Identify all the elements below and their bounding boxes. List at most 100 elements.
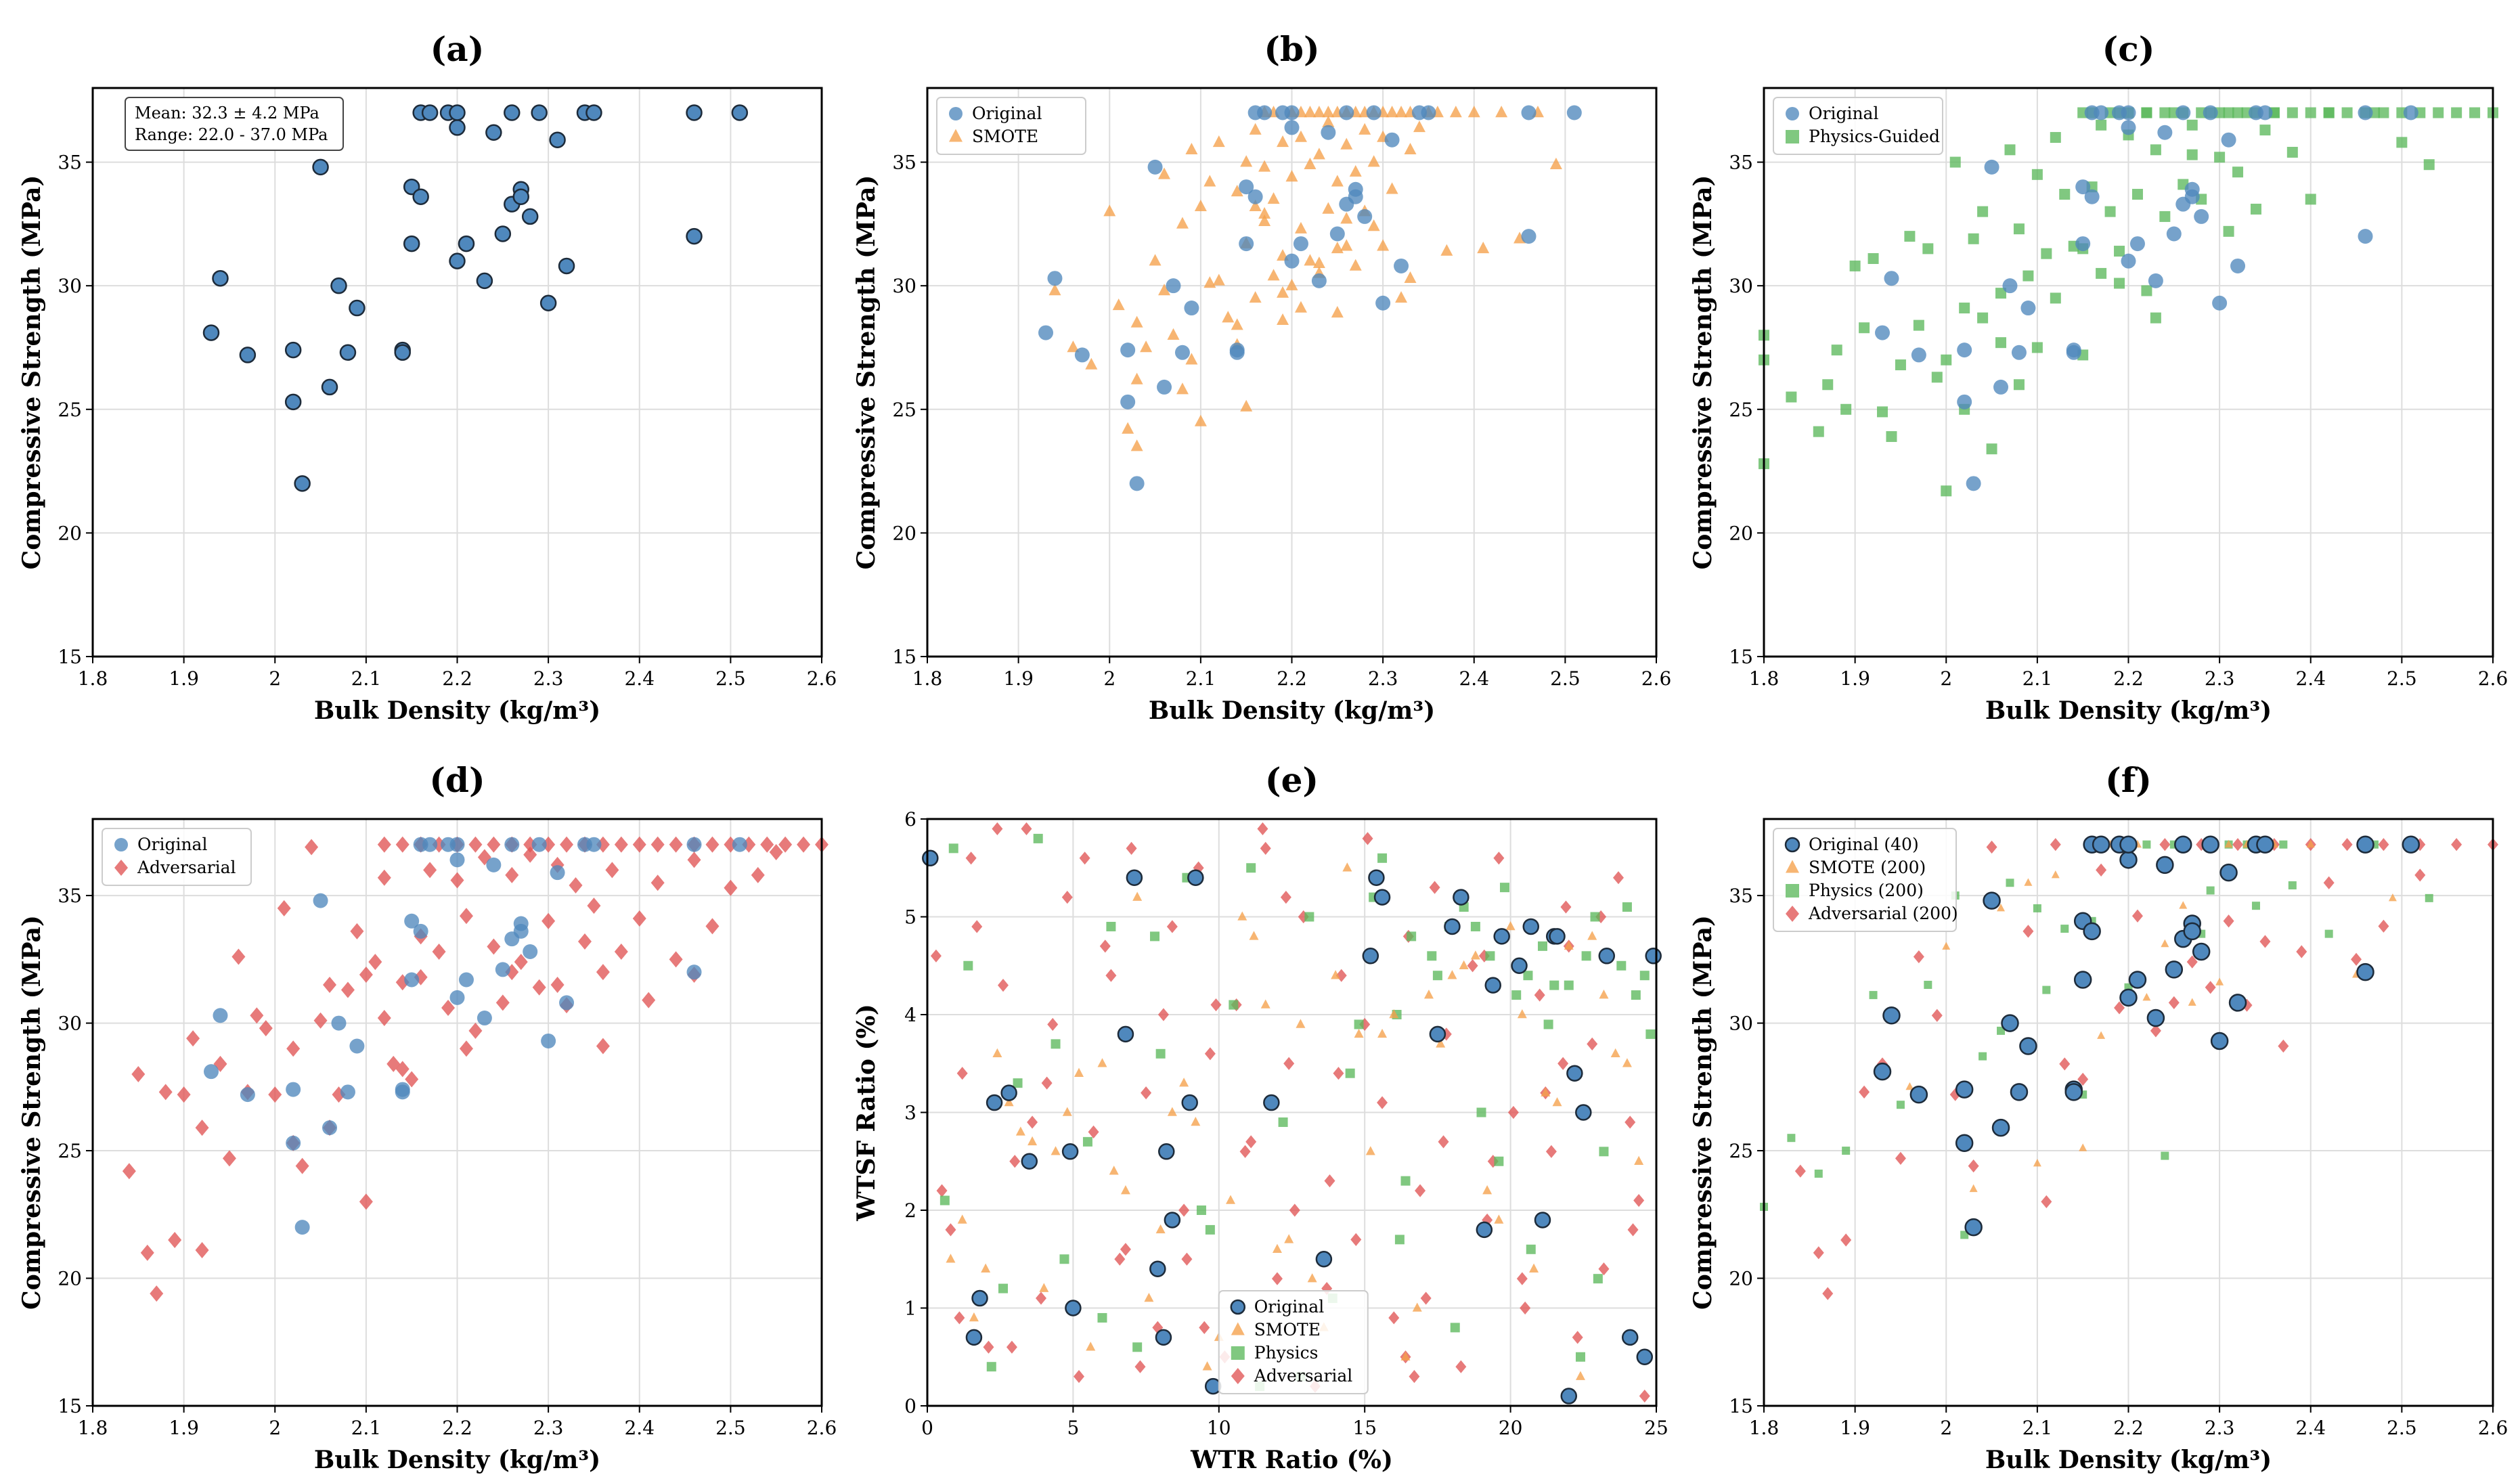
data-point: [1957, 342, 1972, 358]
data-point: [1595, 910, 1607, 924]
data-point: [1421, 105, 1436, 120]
data-point: [1144, 1293, 1154, 1302]
data-point: [2010, 1083, 2029, 1101]
data-point: [1267, 192, 1280, 204]
y-tick-label: 20: [892, 522, 916, 544]
data-point: [1949, 1088, 1961, 1101]
data-point: [1322, 202, 1335, 214]
data-point: [1164, 1212, 1181, 1229]
data-point: [458, 972, 474, 988]
data-point: [1340, 137, 1353, 150]
legend-label: Adversarial: [137, 858, 236, 877]
data-point: [1176, 217, 1189, 229]
y-tick-label: 30: [1729, 275, 1753, 297]
legend-marker: [949, 107, 963, 120]
data-point: [751, 866, 765, 883]
data-point: [1969, 1184, 1978, 1193]
x-tick-label: 2.6: [2478, 1417, 2508, 1439]
data-point: [1404, 142, 1417, 155]
data-point: [632, 836, 646, 853]
data-point: [1231, 185, 1243, 197]
data-point: [1258, 206, 1271, 219]
data-point: [1229, 345, 1245, 360]
data-point: [1575, 1371, 1585, 1380]
data-point: [1447, 970, 1457, 979]
data-point: [1140, 340, 1153, 353]
data-point: [2192, 942, 2211, 961]
data-point: [1373, 889, 1391, 906]
data-point: [1021, 822, 1032, 836]
data-point: [550, 865, 565, 881]
legend-box: [102, 828, 252, 886]
data-point: [1027, 1115, 1038, 1129]
data-point: [1813, 426, 1824, 437]
data-point: [1331, 305, 1344, 318]
data-point: [2131, 189, 2143, 200]
y-tick-label: 5: [904, 906, 916, 929]
data-point: [494, 225, 512, 242]
y-tick-label: 3: [904, 1102, 916, 1124]
panel-title: (b): [1264, 29, 1319, 69]
data-point: [1875, 325, 1891, 340]
data-point: [1059, 1254, 1069, 1264]
data-point: [1354, 1019, 1364, 1030]
series-smote: [1048, 106, 1562, 451]
panel-title: (a): [430, 29, 485, 69]
panel-title: (e): [1265, 760, 1319, 800]
data-point: [560, 836, 574, 853]
x-tick-label: 1.8: [912, 667, 943, 690]
data-point: [2194, 208, 2209, 224]
data-point: [1377, 853, 1388, 863]
legend-label: Original: [137, 835, 207, 854]
data-point: [2004, 144, 2016, 156]
data-point: [1365, 1146, 1375, 1155]
data-point: [2296, 945, 2307, 958]
data-point: [504, 104, 521, 121]
panel-d: 1.8 1.9 2 2.1 2.2 2.3 2.4 2.5 2.6 15 20 25 30 35 (d) Bu…: [18, 760, 837, 1474]
data-point: [1566, 105, 1582, 120]
data-point: [322, 1120, 338, 1136]
data-point: [1386, 182, 1398, 194]
data-point: [2257, 105, 2273, 120]
data-point: [1639, 1389, 1650, 1403]
data-point: [1179, 1078, 1189, 1087]
data-point: [2188, 998, 2196, 1006]
data-point: [1329, 226, 1345, 242]
data-point: [1997, 1026, 2006, 1035]
data-point: [1272, 1243, 1282, 1254]
data-point: [732, 837, 747, 852]
data-point: [1097, 1058, 1107, 1067]
data-point: [421, 104, 439, 121]
x-tick-label: 2.5: [715, 1417, 746, 1439]
data-point: [541, 1033, 556, 1048]
data-point: [2042, 986, 2051, 994]
data-point: [705, 918, 720, 935]
y-tick-label: 6: [904, 808, 916, 831]
data-point: [2084, 189, 2100, 204]
data-point: [404, 913, 420, 929]
data-point: [2157, 125, 2173, 140]
y-tick-label: 30: [1729, 1013, 1753, 1035]
data-point: [350, 923, 364, 939]
data-point: [1129, 476, 1145, 491]
data-point: [1794, 1164, 1806, 1178]
data-point: [1420, 1291, 1432, 1305]
data-point: [1174, 345, 1190, 360]
data-point: [936, 1184, 948, 1197]
x-tick-label: 10: [1207, 1417, 1231, 1439]
data-point: [2203, 105, 2218, 120]
data-point: [2201, 835, 2219, 854]
data-point: [295, 1157, 309, 1174]
data-point: [1521, 229, 1537, 244]
data-point: [1126, 869, 1143, 886]
data-point: [1453, 889, 1469, 906]
data-point: [2221, 132, 2236, 148]
data-point: [2306, 839, 2315, 848]
data-point: [1622, 902, 1632, 912]
x-tick-label: 1.8: [78, 667, 108, 690]
legend-label: SMOTE (200): [1809, 858, 1926, 877]
data-point: [1247, 189, 1263, 204]
data-point: [395, 836, 410, 853]
legend-label: SMOTE: [1254, 1320, 1321, 1340]
x-tick-label: 2.3: [2205, 667, 2235, 690]
